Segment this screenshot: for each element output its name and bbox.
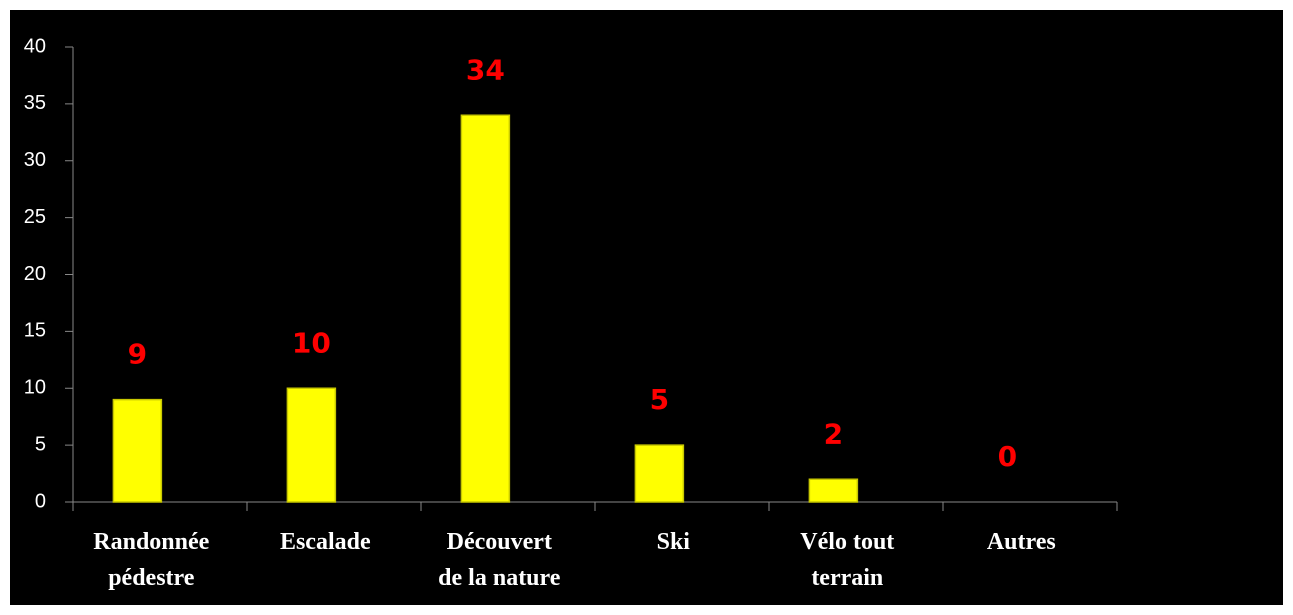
data-label: 2 bbox=[824, 417, 843, 450]
chart-background bbox=[10, 10, 1283, 605]
bar bbox=[286, 387, 337, 503]
data-label: 0 bbox=[998, 440, 1017, 473]
x-tick-label: Randonnée pédestre bbox=[93, 529, 210, 591]
y-tick-label: 30 bbox=[24, 149, 46, 171]
y-tick-label: 5 bbox=[35, 433, 46, 455]
data-label: 10 bbox=[292, 326, 331, 359]
y-tick-label: 40 bbox=[24, 35, 46, 57]
x-tick-label: Ski bbox=[656, 529, 690, 555]
bar bbox=[112, 398, 163, 503]
data-label: 9 bbox=[128, 338, 147, 371]
x-tick-label: Vélo tout terrain bbox=[800, 529, 895, 591]
bar bbox=[634, 444, 685, 503]
x-tick-label: Escalade bbox=[279, 529, 371, 555]
x-tick-label: Découvert de la nature bbox=[438, 529, 561, 591]
bar bbox=[460, 114, 511, 503]
data-label: 34 bbox=[466, 53, 505, 86]
y-tick-label: 10 bbox=[24, 377, 46, 399]
x-tick-label: Autres bbox=[986, 529, 1056, 555]
y-tick-label: 15 bbox=[24, 320, 46, 342]
y-tick-label: 0 bbox=[35, 490, 46, 512]
y-tick-label: 20 bbox=[24, 263, 46, 285]
data-label: 5 bbox=[650, 383, 669, 416]
bar bbox=[808, 478, 859, 503]
y-tick-label: 25 bbox=[24, 206, 46, 228]
y-tick-label: 35 bbox=[24, 92, 46, 114]
